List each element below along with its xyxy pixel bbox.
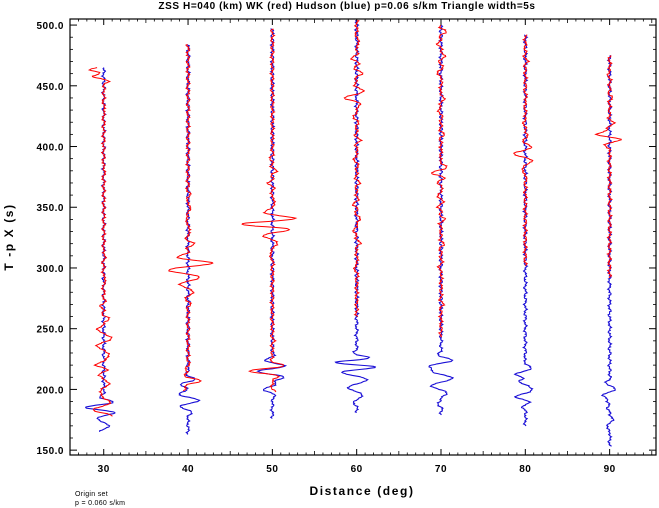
x-tick-label: 60	[351, 464, 363, 475]
y-axis: 150.0 200.0 250.0 300.0 350.0 400.0 450.0 500.0	[36, 21, 656, 457]
wk-trace-80	[513, 34, 534, 266]
wk-trace-40	[168, 44, 214, 392]
y-tick-label: 500.0	[36, 21, 64, 32]
wk-trace-90	[594, 55, 622, 279]
chart-title: ZSS H=040 (km) WK (red) Hudson (blue) p=…	[158, 1, 535, 12]
x-axis: 30 40 50 60 70 80 90	[78, 19, 653, 475]
slowness-note: p = 0.060 s/km	[75, 500, 125, 507]
trace-50	[241, 28, 298, 419]
trace-60	[334, 19, 377, 414]
y-tick-label: 400.0	[36, 143, 64, 154]
trace-set	[85, 19, 622, 447]
hudson-trace-50	[256, 28, 288, 419]
x-tick-label: 30	[98, 464, 110, 475]
origin-note: Origin set	[75, 491, 108, 498]
hudson-trace-30	[85, 67, 116, 432]
plot-frame	[69, 18, 657, 456]
trace-30	[85, 67, 116, 432]
wk-trace-60	[343, 19, 365, 317]
y-tick-label: 450.0	[36, 82, 64, 93]
wk-trace-50	[241, 28, 298, 393]
x-tick-label: 80	[519, 464, 531, 475]
hudson-trace-60	[334, 20, 377, 414]
y-tick-label: 200.0	[36, 385, 64, 396]
hudson-trace-70	[428, 24, 455, 416]
hudson-trace-80	[513, 34, 534, 427]
x-tick-label: 90	[604, 464, 616, 475]
x-tick-label: 50	[266, 464, 278, 475]
x-tick-label: 40	[182, 464, 194, 475]
hudson-trace-90	[600, 54, 617, 447]
trace-90	[594, 54, 622, 447]
y-tick-label: 300.0	[36, 264, 64, 275]
trace-40	[168, 44, 214, 435]
wk-trace-70	[431, 24, 448, 338]
hudson-trace-40	[178, 44, 201, 435]
x-axis-label: Distance (deg)	[309, 484, 414, 498]
wk-trace-30	[87, 67, 113, 417]
y-axis-label: T -p X (s)	[2, 203, 16, 270]
trace-80	[513, 34, 534, 427]
trace-70	[428, 24, 455, 416]
y-tick-label: 150.0	[36, 446, 64, 457]
x-tick-label: 70	[435, 464, 447, 475]
y-tick-label: 250.0	[36, 325, 64, 336]
y-tick-label: 350.0	[36, 203, 64, 214]
